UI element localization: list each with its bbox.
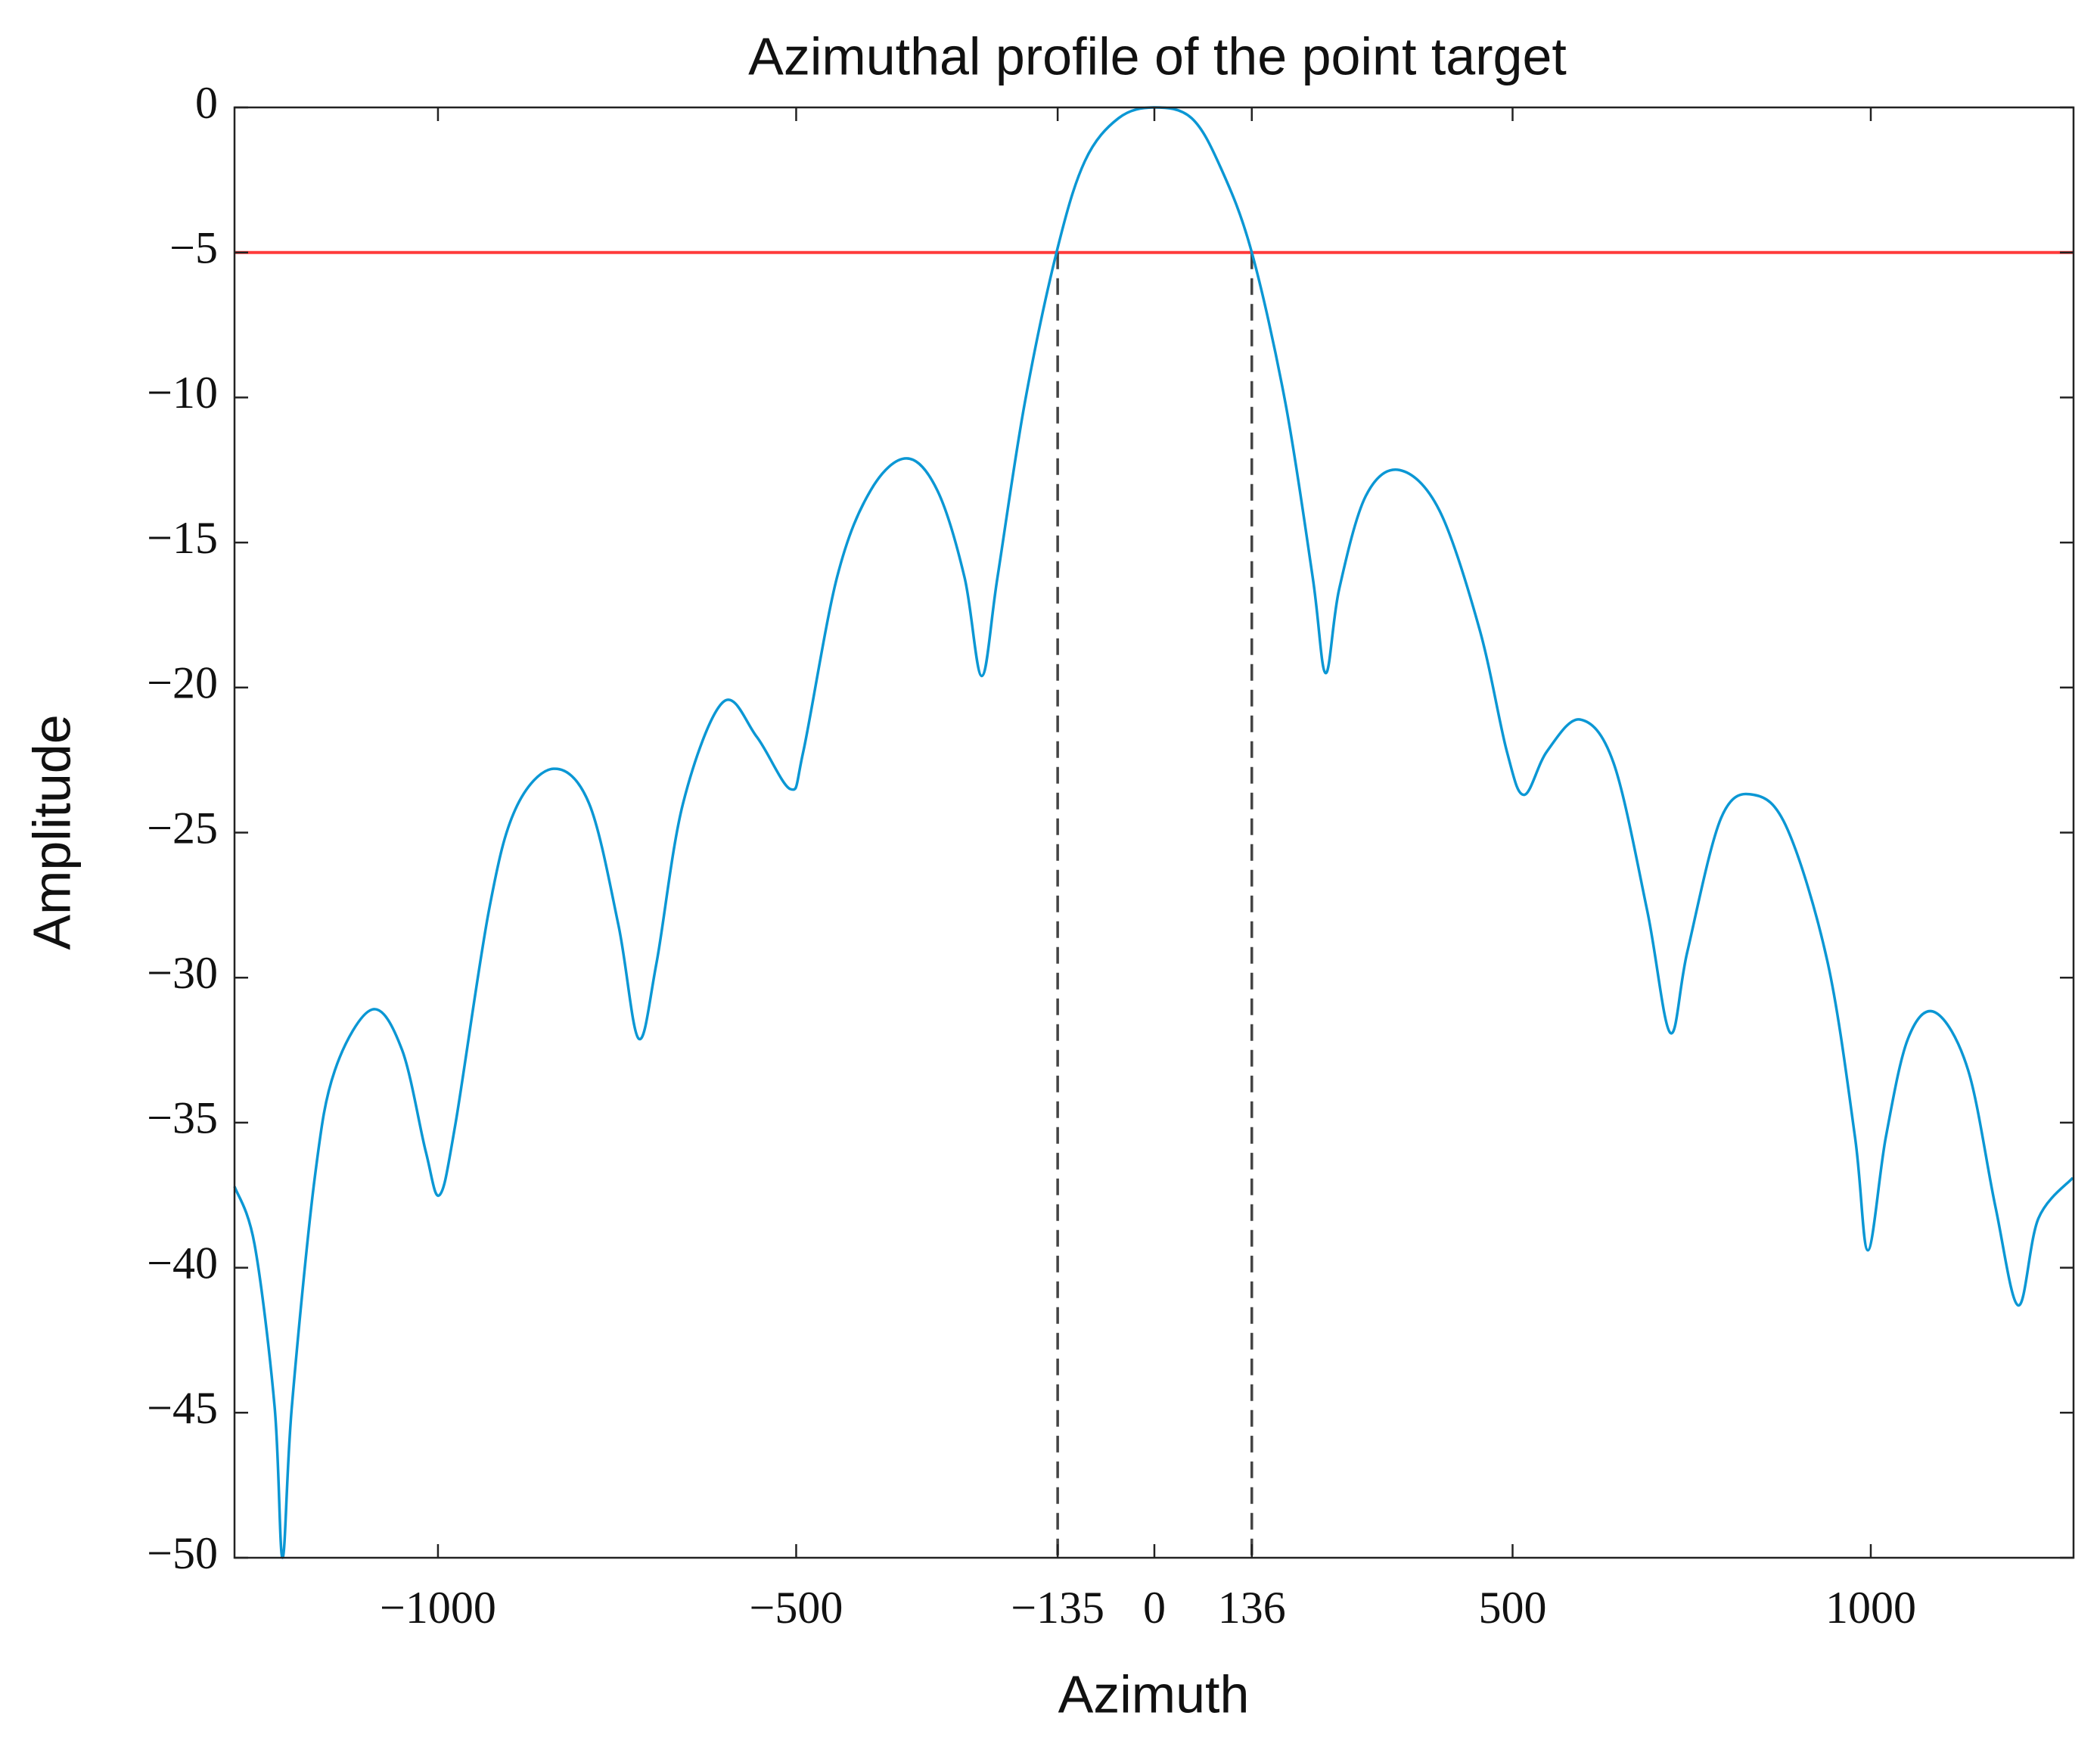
y-tick-label: −20	[147, 658, 218, 708]
x-tick-label: 1000	[1825, 1583, 1916, 1633]
y-tick-label: −5	[169, 222, 218, 272]
y-tick-label: −25	[147, 803, 218, 853]
chart-title: Azimuthal profile of the point target	[748, 26, 1567, 85]
y-tick-label: −30	[147, 948, 218, 998]
x-tick-label: −1000	[380, 1583, 496, 1633]
y-tick-label: −50	[147, 1528, 218, 1578]
y-tick-label: 0	[195, 78, 218, 128]
y-tick-label: −15	[147, 513, 218, 563]
y-tick-label: −10	[147, 368, 218, 418]
x-axis-label: Azimuth	[1058, 1664, 1250, 1723]
x-tick-label: 500	[1478, 1583, 1546, 1633]
profile-line	[233, 106, 2074, 1559]
y-tick-label: −40	[147, 1238, 218, 1288]
x-tick-label: 0	[1143, 1583, 1166, 1633]
y-tick-label: −45	[147, 1383, 218, 1433]
y-axis-label: Amplitude	[22, 714, 81, 949]
x-tick-label: −500	[750, 1583, 843, 1633]
x-tick-label: 136	[1218, 1583, 1286, 1633]
y-tick-label: −35	[147, 1093, 218, 1143]
x-tick-label: −135	[1011, 1583, 1104, 1633]
